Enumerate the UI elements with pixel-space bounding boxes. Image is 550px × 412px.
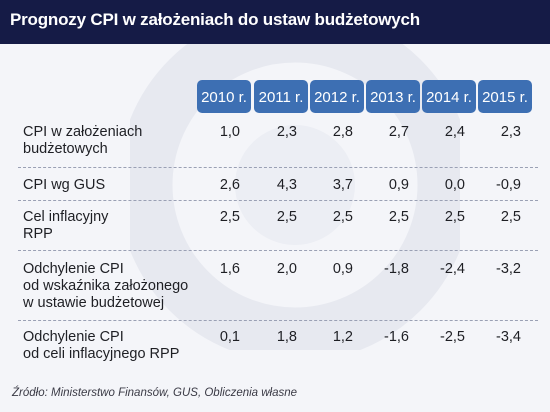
table-cell: 2,6 [219, 177, 240, 193]
table-cell: -2,5 [440, 329, 465, 345]
table-cell: 1,0 [219, 124, 240, 140]
table-cell: 2,5 [444, 209, 465, 225]
row-label-line: RPP [23, 226, 53, 242]
table-cell: 3,7 [332, 177, 353, 193]
table-cell: 1,6 [219, 261, 240, 277]
table-cell: -1,6 [384, 329, 409, 345]
row-label-deviation-budget: Odchylenie CPI od wskaźnika założonego w… [23, 261, 188, 312]
table-cell: 0,0 [444, 177, 465, 193]
page-title: Prognozy CPI w założeniach do ustaw budż… [10, 10, 420, 29]
table-cell: 0,9 [388, 177, 409, 193]
year-header-2011: 2011 r. [254, 80, 308, 113]
row-label-deviation-target: Odchylenie CPI od celi inflacyjnego RPP [23, 329, 179, 363]
table-cell: 1,8 [276, 329, 297, 345]
year-header-2012: 2012 r. [310, 80, 364, 113]
row-label-line: CPI wg GUS [23, 177, 106, 193]
source-note: Źródło: Ministerstwo Finansów, GUS, Obli… [12, 387, 298, 399]
row-label-cpi-budget: CPI w założeniach budżetowych [23, 124, 142, 158]
table-cell: 4,3 [276, 177, 297, 193]
year-header-2010: 2010 r. [197, 80, 251, 113]
row-label-line: od celi inflacyjnego RPP [23, 346, 180, 362]
year-header-2015: 2015 r. [478, 80, 532, 113]
table-cell: 2,8 [332, 124, 353, 140]
table-cell: 2,0 [276, 261, 297, 277]
table-cell: 2,5 [276, 209, 297, 225]
table-cell: 2,3 [500, 124, 521, 140]
table-cell: -2,4 [440, 261, 465, 277]
row-label-cpi-gus: CPI wg GUS [23, 177, 105, 194]
table-cell: 2,4 [444, 124, 465, 140]
table-cell: 2,5 [500, 209, 521, 225]
table-cell: 2,5 [388, 209, 409, 225]
row-label-line: Cel inflacyjny [23, 209, 109, 225]
row-label-inflation-target: Cel inflacyjny RPP [23, 209, 108, 243]
table-cell: 2,5 [219, 209, 240, 225]
row-divider [18, 250, 538, 251]
table-cell: 2,5 [332, 209, 353, 225]
table-cell: 2,7 [388, 124, 409, 140]
table-cell: -0,9 [496, 177, 521, 193]
row-label-line: od wskaźnika założonego [23, 278, 189, 294]
table-cell: 2,3 [276, 124, 297, 140]
row-label-line: budżetowych [23, 141, 108, 157]
row-label-line: CPI w założeniach [23, 124, 143, 140]
row-label-line: Odchylenie CPI [23, 329, 124, 345]
row-label-line: w ustawie budżetowej [23, 295, 165, 311]
year-header-2014: 2014 r. [422, 80, 476, 113]
row-label-line: Odchylenie CPI [23, 261, 124, 277]
table-cell: -3,2 [496, 261, 521, 277]
table-cell: -3,4 [496, 329, 521, 345]
row-divider [18, 167, 538, 168]
table-cell: 0,1 [219, 329, 240, 345]
table-cell: -1,8 [384, 261, 409, 277]
table-cell: 1,2 [332, 329, 353, 345]
year-header-2013: 2013 r. [366, 80, 420, 113]
table-cell: 0,9 [332, 261, 353, 277]
row-divider [18, 200, 538, 201]
row-divider [18, 320, 538, 321]
title-bar: Prognozy CPI w założeniach do ustaw budż… [0, 0, 550, 44]
